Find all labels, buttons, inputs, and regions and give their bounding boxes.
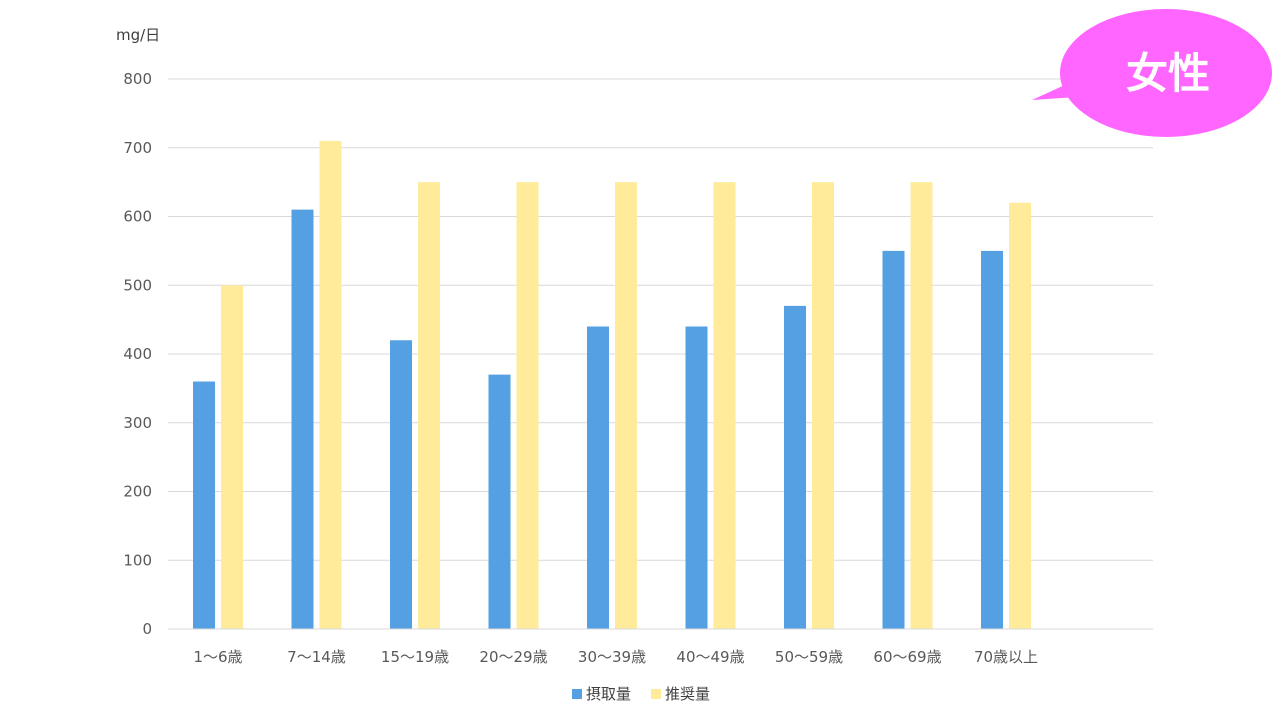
x-tick-label: 60～69歳 bbox=[873, 648, 941, 666]
bar-intake bbox=[193, 381, 215, 629]
y-tick-label: 500 bbox=[123, 276, 152, 294]
x-tick-label: 15～19歳 bbox=[381, 648, 449, 666]
bar-recommended bbox=[713, 182, 736, 629]
bar-recommended bbox=[812, 182, 834, 629]
bar-intake bbox=[488, 374, 511, 629]
y-tick-label: 700 bbox=[123, 139, 152, 157]
bar-intake bbox=[291, 209, 314, 629]
x-tick-label: 7～14歳 bbox=[287, 648, 346, 666]
bar-recommended bbox=[516, 182, 539, 629]
bar-recommended bbox=[1009, 202, 1031, 629]
y-axis-unit-label: mg/日 bbox=[116, 26, 160, 44]
badge-text: 女性 bbox=[1126, 49, 1210, 98]
y-tick-label: 100 bbox=[123, 551, 152, 569]
x-tick-label: 70歳以上 bbox=[974, 648, 1038, 666]
x-tick-label: 50～59歳 bbox=[775, 648, 843, 666]
y-tick-label: 200 bbox=[123, 483, 152, 501]
bar-intake bbox=[390, 340, 412, 629]
bar-intake bbox=[784, 305, 806, 629]
bar-intake bbox=[587, 326, 609, 629]
x-tick-label: 20～29歳 bbox=[479, 648, 547, 666]
legend-swatch bbox=[651, 689, 661, 699]
x-axis-ticks: 1～6歳 7～14歳 15～19歳 20～29歳 30～39歳 40～49歳 50～59歳 6… bbox=[193, 648, 1038, 666]
y-tick-label: 300 bbox=[123, 414, 152, 432]
badge-speech-bubble: 女性 bbox=[1032, 9, 1272, 137]
bar-recommended bbox=[418, 182, 440, 629]
x-tick-label: 1～6歳 bbox=[193, 648, 242, 666]
y-tick-label: 0 bbox=[142, 620, 152, 638]
legend-label: 摂取量 bbox=[586, 685, 631, 703]
bar-recommended bbox=[910, 182, 933, 629]
bubble-body bbox=[1060, 9, 1272, 137]
x-tick-label: 30～39歳 bbox=[578, 648, 646, 666]
legend: 摂取量 推奨量 bbox=[572, 685, 710, 703]
x-tick-label: 40～49歳 bbox=[676, 648, 744, 666]
bar-intake bbox=[685, 326, 708, 629]
y-axis-ticks: 0 100 200 300 400 500 600 700 800 bbox=[123, 70, 152, 638]
y-tick-label: 800 bbox=[123, 70, 152, 88]
legend-swatch bbox=[572, 689, 582, 699]
y-tick-label: 600 bbox=[123, 208, 152, 226]
y-tick-label: 400 bbox=[123, 345, 152, 363]
bars bbox=[193, 140, 1031, 629]
bar-recommended bbox=[221, 285, 243, 629]
bar-recommended bbox=[615, 182, 637, 629]
bar-recommended bbox=[319, 140, 342, 629]
legend-label: 推奨量 bbox=[665, 685, 710, 703]
gridlines bbox=[168, 78, 1153, 561]
bar-intake bbox=[981, 250, 1003, 629]
bar-intake bbox=[882, 250, 905, 629]
